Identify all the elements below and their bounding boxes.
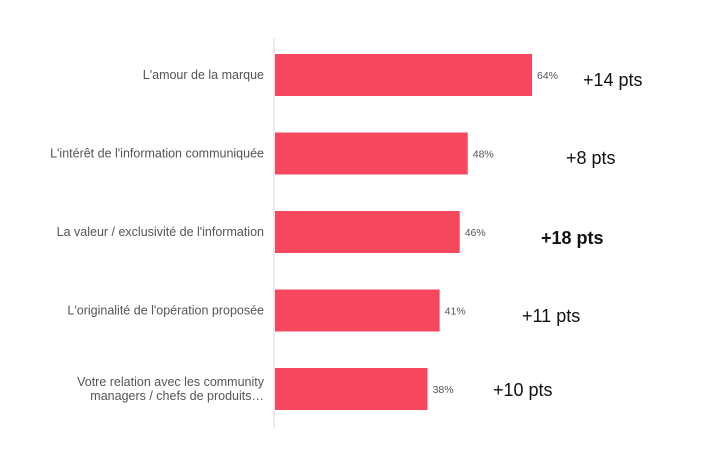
value-label: 38% xyxy=(433,384,454,396)
category-label: managers / chefs de produits… xyxy=(90,389,264,403)
change-annotation: +18 pts xyxy=(541,228,604,248)
change-annotation: +10 pts xyxy=(493,380,553,400)
change-annotation: +11 pts xyxy=(522,306,580,326)
bar xyxy=(275,289,440,332)
category-label: L'intérêt de l'information communiquée xyxy=(50,147,264,161)
change-annotation: +14 pts xyxy=(583,70,643,90)
bar xyxy=(275,54,532,96)
value-label: 46% xyxy=(465,227,486,239)
category-label: Votre relation avec les community xyxy=(77,375,265,389)
change-annotation: +8 pts xyxy=(566,148,616,168)
bar xyxy=(275,368,428,410)
bar xyxy=(275,211,460,253)
value-label: 48% xyxy=(473,149,494,161)
category-label: L'amour de la marque xyxy=(143,68,264,82)
category-label: La valeur / exclusivité de l'information xyxy=(57,225,264,239)
value-label: 41% xyxy=(445,306,466,318)
value-label: 64% xyxy=(537,70,558,82)
bar xyxy=(275,132,468,175)
category-label: L'originalité de l'opération proposée xyxy=(67,304,264,318)
